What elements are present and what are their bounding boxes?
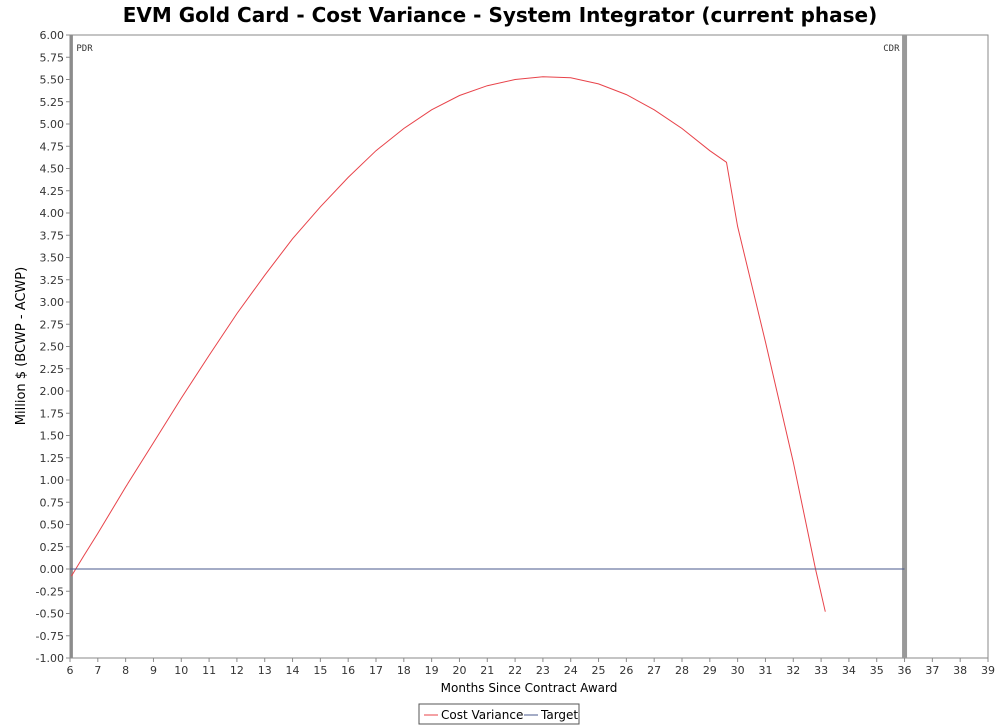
y-tick-label: 3.50 [40,252,65,265]
x-tick-label: 12 [230,664,244,677]
x-tick-label: 32 [786,664,800,677]
legend-entry: Target [540,708,578,722]
y-tick-label: 0.75 [40,496,65,509]
x-tick-label: 13 [258,664,272,677]
y-axis-label: Million $ (BCWP - ACWP) [14,267,29,425]
x-tick-label: 37 [925,664,939,677]
y-tick-label: 4.75 [40,140,65,153]
x-tick-label: 19 [425,664,439,677]
y-tick-label: 1.50 [40,430,65,443]
x-tick-label: 27 [647,664,661,677]
marker-label-cdr: CDR [883,44,900,54]
x-tick-label: 30 [731,664,745,677]
y-tick-label: 5.00 [40,118,65,131]
phase-markers: PDR CDR [69,35,908,658]
y-axis: -1.00 -0.75 -0.50 -0.25 0.00 0.25 0.50 0.75 1.00… [36,29,70,665]
y-tick-label: 0.00 [40,563,65,576]
x-tick-label: 14 [286,664,300,677]
series-cost-variance [70,76,826,612]
y-tick-label: 0.50 [40,519,65,532]
x-tick-label: 31 [758,664,772,677]
y-tick-label: 4.25 [40,185,65,198]
legend: Cost Variance Target [418,703,580,725]
y-tick-label: 0.25 [40,541,65,554]
y-tick-label: 1.25 [40,452,65,465]
x-tick-label: 6 [67,664,74,677]
x-tick-label: 16 [341,664,355,677]
x-tick-label: 25 [592,664,606,677]
x-tick-label: 26 [619,664,633,677]
x-tick-label: 15 [313,664,327,677]
y-tick-label: -0.25 [36,585,64,598]
x-tick-label: 18 [397,664,411,677]
y-tick-label: -0.75 [36,630,64,643]
y-tick-label: 2.00 [40,385,65,398]
x-tick-label: 23 [536,664,550,677]
x-tick-label: 35 [870,664,884,677]
x-tick-label: 29 [703,664,717,677]
x-axis: 6 7 8 9 10 11 12 13 14 15 16 17 18 19 20 21 22 23 24 25 26 27… [67,658,995,677]
x-tick-label: 11 [202,664,216,677]
marker-label-pdr: PDR [76,44,93,54]
y-tick-label: 3.75 [40,229,65,242]
x-tick-label: 33 [814,664,828,677]
x-axis-label: Months Since Contract Award [441,681,618,695]
x-tick-label: 24 [564,664,578,677]
x-tick-label: 39 [981,664,995,677]
x-tick-label: 38 [953,664,967,677]
x-tick-label: 36 [898,664,912,677]
x-tick-label: 9 [150,664,157,677]
y-tick-label: 2.25 [40,363,65,376]
y-tick-label: 1.00 [40,474,65,487]
x-tick-label: 21 [480,664,494,677]
x-tick-label: 28 [675,664,689,677]
x-tick-label: 8 [122,664,129,677]
x-tick-label: 10 [174,664,188,677]
x-tick-label: 7 [94,664,101,677]
y-tick-label: -1.00 [36,652,64,665]
x-tick-label: 22 [508,664,522,677]
legend-box [418,703,580,725]
y-tick-label: 5.75 [40,51,65,64]
y-tick-label: 2.75 [40,318,65,331]
y-tick-label: -0.50 [36,608,64,621]
series-layer [70,76,905,612]
y-tick-label: 6.00 [40,29,65,42]
chart-title: EVM Gold Card - Cost Variance - System I… [123,3,878,27]
y-tick-label: 2.50 [40,341,65,354]
y-tick-label: 3.25 [40,274,65,287]
y-tick-label: 5.50 [40,74,65,87]
legend-entry: Cost Variance [441,708,523,722]
y-tick-label: 4.50 [40,163,65,176]
y-tick-label: 5.25 [40,96,65,109]
x-tick-label: 17 [369,664,383,677]
y-tick-label: 4.00 [40,207,65,220]
plot-area [69,34,989,659]
x-tick-label: 34 [842,664,856,677]
x-tick-label: 20 [452,664,466,677]
y-tick-label: 1.75 [40,407,65,420]
y-tick-label: 3.00 [40,296,65,309]
